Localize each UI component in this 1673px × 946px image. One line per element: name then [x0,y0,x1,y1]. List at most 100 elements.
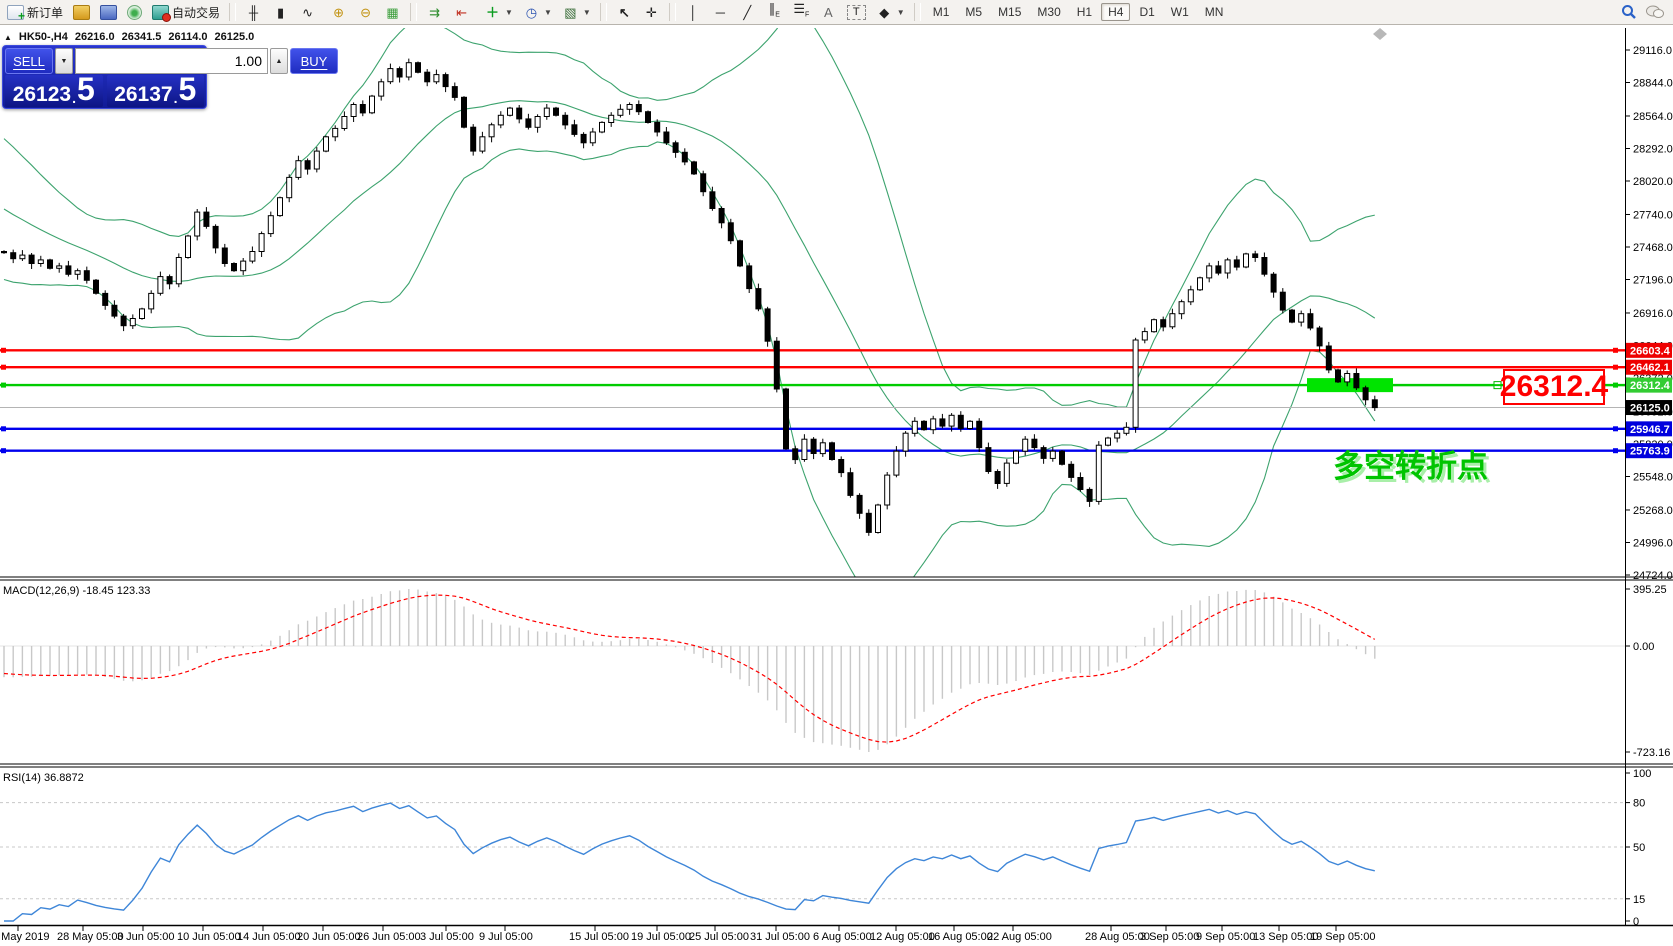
price-level-label-26312[interactable]: 26312.4 [1499,369,1609,405]
cn-annotation-turning-point[interactable]: 多空转折点 [1333,449,1488,484]
candle [1335,369,1341,383]
equidistant-channel-button[interactable]: ∥E [761,1,788,23]
tf-M5[interactable]: M5 [965,5,983,19]
bar-chart-button[interactable]: ╫ [240,1,267,23]
text-label-button[interactable]: T [842,1,871,23]
price-tick-label: 29116.0 [1633,45,1672,57]
buy-button[interactable]: BUY [290,48,338,74]
candle [424,71,431,83]
arrows-button[interactable]: ◆ ▼ [871,1,910,23]
line-chart-button[interactable]: ∿ [294,1,321,23]
toolbar-separator [599,3,607,21]
cursor-arrow-icon: ↖ [618,4,630,20]
candle [1,251,7,254]
cursor-button[interactable]: ↖ [611,1,638,23]
candle [948,414,955,427]
new-order-label: 新订单 [27,5,64,20]
candle [875,504,881,533]
hline-handle[interactable] [1613,426,1618,432]
market-watch-button[interactable] [95,1,122,23]
candle [1123,426,1130,434]
new-order-button[interactable]: 新订单 [2,1,68,23]
tf-H1[interactable]: H1 [1076,5,1093,19]
candle [1298,313,1305,323]
object-anchor-marker[interactable] [1373,28,1387,40]
tf-M1[interactable]: M1 [932,5,950,19]
candle [1197,277,1203,291]
chart-shift-button[interactable]: ⇤ [448,1,475,23]
collapse-panel-icon[interactable]: ▲ [4,32,12,42]
crosshair-button[interactable]: ✛ [638,1,665,23]
candle [985,447,992,473]
hline-objects [0,347,1625,454]
date-label: 14 Jun 05:00 [237,931,301,943]
sell-button[interactable]: SELL [5,48,53,74]
green-zone-rect[interactable] [1307,378,1393,393]
candle [415,62,421,73]
hline-handle[interactable] [1,364,6,370]
fibonacci-button[interactable]: ☰F [788,1,815,23]
hline-handle[interactable] [1,347,6,353]
bollinger-upper [3,28,1375,408]
candle [819,442,826,455]
periods-button[interactable]: ◷ ▼ [518,1,557,23]
tf-D1[interactable]: D1 [1139,5,1155,19]
candle [580,133,587,144]
candle [1178,301,1185,315]
symbol-name: HK50-,H4 [18,31,68,43]
autotrading-button[interactable]: 自动交易 [147,1,225,23]
candle [102,292,109,306]
hline-handle[interactable] [1613,448,1618,454]
hline-handle[interactable] [1,448,6,454]
candle [847,472,854,496]
tile-windows-button[interactable]: ▦ [379,1,406,23]
volume-input[interactable] [75,48,268,74]
signals-button[interactable] [122,1,147,23]
tf-MN[interactable]: MN [1204,5,1224,19]
text-button[interactable]: A [815,1,842,23]
sell-price[interactable]: 26123 . 5 [5,73,103,107]
tf-H4[interactable]: H4 [1101,3,1131,21]
equidistant-channel-icon: ∥E [768,1,780,19]
crosshair-icon: ✛ [645,4,657,20]
auto-scroll-button[interactable]: ⇉ [421,1,448,23]
candle [534,116,541,128]
indicators-button[interactable]: ＋ ▼ [479,1,518,23]
candlestick-chart-button[interactable]: ▮ [267,1,294,23]
date-label: 31 Jul 05:00 [750,931,810,943]
volume-increase-button[interactable]: ▲ [270,48,288,74]
zoom-out-button[interactable]: ⊖ [352,1,379,23]
axis-tag-25946.7: 25946.7 [1626,421,1672,437]
candle [764,308,771,342]
trendline-button[interactable]: ╱ [734,1,761,23]
profiles-button[interactable] [68,1,95,23]
horizontal-line-icon: ─ [715,4,725,20]
candle [654,121,661,133]
hline-handle[interactable] [1613,364,1618,370]
candle [1261,257,1268,275]
templates-button[interactable]: ▧ ▼ [557,1,596,23]
hline-handle[interactable] [1,426,6,432]
tf-W1[interactable]: W1 [1170,5,1189,19]
hline-handle[interactable] [1,382,6,388]
date-label: 12 Aug 05:00 [870,931,935,943]
candle [37,259,44,264]
hline-handle[interactable] [1613,347,1618,353]
candle [461,96,467,128]
candle [497,114,504,126]
tf-M15[interactable]: M15 [998,5,1022,19]
price-tick-label: 25268.0 [1633,505,1673,517]
volume-decrease-button[interactable]: ▼ [55,48,73,74]
buy-price[interactable]: 26137 . 5 [106,73,204,107]
zoom-in-button[interactable]: ⊕ [325,1,352,23]
vertical-line-button[interactable]: │ [680,1,707,23]
candle [1095,444,1102,502]
tf-M30[interactable]: M30 [1037,5,1061,19]
search-icon[interactable] [1621,4,1637,20]
axis-tag-26462.1: 26462.1 [1626,359,1672,375]
chat-icon[interactable] [1645,4,1665,20]
horizontal-line-button[interactable]: ─ [707,1,734,23]
date-label: 10 Jun 05:00 [177,931,241,943]
candle [976,420,983,449]
